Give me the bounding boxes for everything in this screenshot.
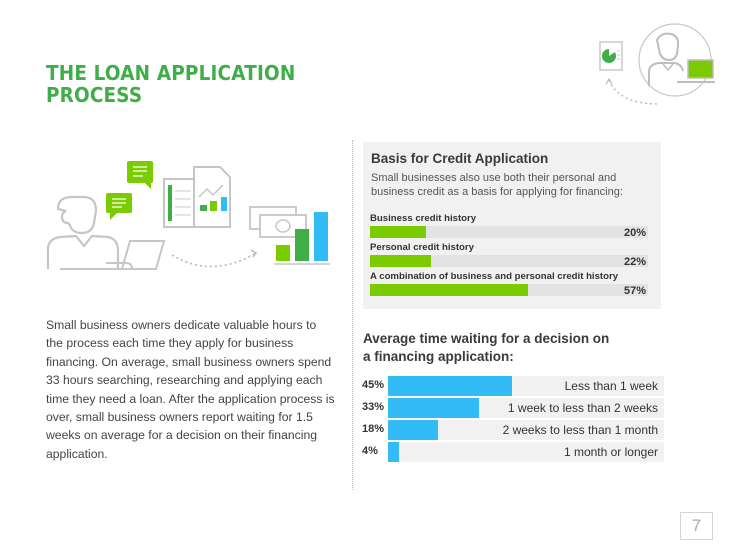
credit-bar (370, 255, 432, 267)
wait-bar-track: 1 month or longer (388, 442, 664, 462)
wait-bar (388, 442, 400, 462)
credit-bar-label: Business credit history (370, 213, 477, 224)
wait-chart-title-line-1: Average time waiting for a decision on (363, 331, 610, 346)
credit-bar-value-label: 22% (623, 256, 646, 268)
wait-bar-track: 1 week to less than 2 weeks (388, 398, 664, 418)
credit-bar-label: A combination of business and personal c… (370, 271, 619, 282)
wait-bar-value-label: 18% (362, 423, 385, 435)
body-paragraph: Small business owners dedicate valuable … (46, 318, 335, 461)
credit-bar-track: 22% (370, 255, 648, 268)
credit-bar-value-label: 20% (623, 227, 646, 239)
wait-bar-category-label: 1 week to less than 2 weeks (507, 401, 658, 415)
credit-bar-value-label: 57% (623, 285, 646, 297)
credit-panel-subtitle: Small businesses also use both their per… (371, 172, 623, 198)
credit-bar-label: Personal credit history (370, 242, 474, 253)
page-title: THE LOAN APPLICATION PROCESS (46, 62, 295, 106)
credit-panel-title: Basis for Credit Application (371, 151, 549, 166)
wait-bar-row: 18% 2 weeks to less than 1 month (362, 420, 664, 440)
person-laptop-report-icon (599, 23, 715, 105)
credit-bar-row: A combination of business and personal c… (370, 270, 648, 297)
wait-bar-row: 4% 1 month or longer (362, 442, 664, 462)
dotted-divider (352, 140, 353, 490)
person-chat-documents-money-chart-illustration (46, 161, 330, 270)
credit-bar-row: Business credit history 20% (370, 212, 648, 239)
wait-bar-value-label: 33% (362, 401, 385, 413)
wait-chart-title: Average time waiting for a decision on a… (363, 330, 609, 366)
wait-bar-value-label: 4% (362, 445, 378, 457)
wait-bar-track: Less than 1 week (388, 376, 664, 396)
credit-bar-track: 20% (370, 226, 648, 239)
page-number: 7 (680, 512, 713, 540)
credit-basis-panel: Basis for Credit Application Small busin… (363, 142, 661, 309)
wait-bar-row: 45% Less than 1 week (362, 376, 664, 396)
wait-bar (388, 398, 480, 418)
wait-bar-category-label: 2 weeks to less than 1 month (502, 423, 658, 437)
wait-bar (388, 420, 438, 440)
credit-bar (370, 226, 426, 238)
wait-bar-category-label: Less than 1 week (564, 379, 658, 393)
wait-chart-title-line-2: a financing application: (363, 349, 514, 364)
credit-bar (370, 284, 529, 296)
wait-bar-value-label: 45% (362, 379, 385, 391)
credit-bar-row: Personal credit history 22% (370, 241, 648, 268)
page-title-line-2: PROCESS (46, 83, 143, 107)
wait-bar-track: 2 weeks to less than 1 month (388, 420, 664, 440)
wait-bar-category-label: 1 month or longer (563, 445, 658, 459)
wait-bar (388, 376, 513, 396)
credit-bar-track: 57% (370, 284, 648, 297)
page-title-line-1: THE LOAN APPLICATION (46, 61, 296, 85)
wait-bar-row: 33% 1 week to less than 2 weeks (362, 398, 664, 418)
